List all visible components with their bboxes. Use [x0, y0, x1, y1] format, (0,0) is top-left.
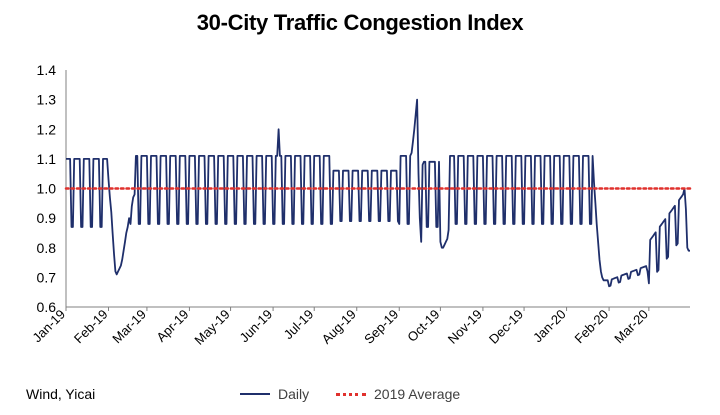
- legend-swatch-daily: [240, 393, 270, 395]
- x-tick-label: Mar-19: [109, 307, 149, 347]
- y-tick-label: 0.9: [37, 210, 57, 226]
- x-tick-label: Mar-20: [611, 307, 651, 347]
- source-note: Wind, Yicai: [26, 386, 96, 402]
- x-tick-label: Jul-19: [281, 307, 317, 343]
- y-tick-label: 1.3: [37, 92, 57, 108]
- legend-label-daily: Daily: [278, 386, 310, 402]
- chart-title: 30-City Traffic Congestion Index: [196, 10, 524, 35]
- x-tick-label: Sep-19: [361, 307, 401, 347]
- y-tick-label: 0.6: [37, 299, 57, 315]
- x-tick-label: Aug-19: [319, 307, 359, 347]
- x-tick-label: Dec-19: [486, 307, 526, 347]
- y-axis-ticks: 0.6 0.7 0.8 0.9 1.0 1.1 1.2 1.3 1.4: [37, 62, 57, 315]
- x-tick-label: Feb-19: [71, 307, 111, 347]
- y-tick-label: 0.7: [37, 269, 57, 285]
- y-tick-label: 1.0: [37, 181, 57, 197]
- y-tick-label: 1.2: [37, 121, 57, 137]
- x-tick-label: Jan-20: [530, 307, 569, 346]
- y-tick-label: 1.1: [37, 151, 57, 167]
- y-tick-label: 0.8: [37, 240, 57, 256]
- x-tick-label: Jun-19: [236, 307, 275, 346]
- series-line-daily: [66, 98, 690, 288]
- x-tick-label: May-19: [191, 307, 232, 348]
- chart-axes: [65, 70, 690, 311]
- x-tick-label: Feb-20: [571, 307, 611, 347]
- legend-swatch-average: [336, 392, 366, 396]
- legend-item-average: 2019 Average: [336, 386, 460, 402]
- x-tick-label: Apr-19: [153, 307, 191, 345]
- series-layer: [64, 98, 692, 288]
- legend-item-daily: Daily: [240, 386, 309, 402]
- legend-label-average: 2019 Average: [374, 386, 461, 402]
- x-tick-label: Oct-19: [404, 307, 442, 345]
- x-tick-label: Nov-19: [445, 307, 485, 347]
- y-tick-label: 1.4: [37, 62, 57, 78]
